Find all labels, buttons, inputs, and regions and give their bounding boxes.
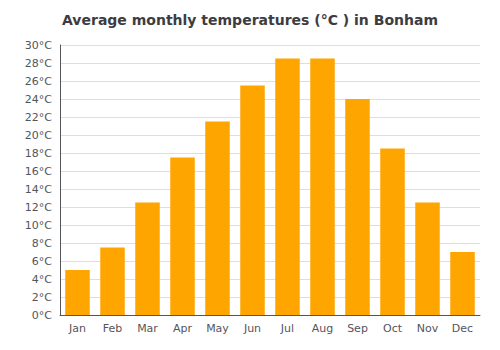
svg-text:22°C: 22°C [25, 111, 52, 124]
svg-text:Sep: Sep [347, 322, 368, 335]
svg-text:Jun: Jun [243, 322, 261, 335]
svg-text:24°C: 24°C [25, 93, 52, 106]
svg-text:26°C: 26°C [25, 75, 52, 88]
svg-text:16°C: 16°C [25, 165, 52, 178]
svg-text:May: May [206, 322, 229, 335]
svg-text:18°C: 18°C [25, 147, 52, 160]
svg-text:Dec: Dec [452, 322, 473, 335]
svg-text:Aug: Aug [312, 322, 333, 335]
svg-text:6°C: 6°C [32, 255, 52, 268]
svg-text:8°C: 8°C [32, 237, 52, 250]
svg-text:14°C: 14°C [25, 183, 52, 196]
svg-text:30°C: 30°C [25, 39, 52, 52]
svg-text:Jul: Jul [280, 322, 294, 335]
svg-text:0°C: 0°C [32, 309, 52, 322]
svg-text:Jan: Jan [68, 322, 86, 335]
svg-text:Oct: Oct [383, 322, 403, 335]
svg-text:Average monthly temperatures (: Average monthly temperatures (°C ) in Bo… [62, 12, 438, 28]
svg-text:2°C: 2°C [32, 291, 52, 304]
svg-text:Feb: Feb [103, 322, 122, 335]
svg-text:Apr: Apr [173, 322, 193, 335]
svg-text:20°C: 20°C [25, 129, 52, 142]
svg-text:10°C: 10°C [25, 219, 52, 232]
svg-text:Mar: Mar [137, 322, 158, 335]
svg-text:28°C: 28°C [25, 57, 52, 70]
svg-text:12°C: 12°C [25, 201, 52, 214]
svg-text:Nov: Nov [417, 322, 439, 335]
svg-text:4°C: 4°C [32, 273, 52, 286]
